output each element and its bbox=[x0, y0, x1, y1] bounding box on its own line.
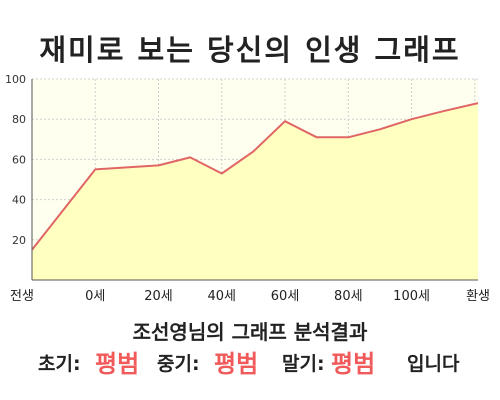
early-label: 초기: bbox=[38, 353, 81, 375]
y-tick-label: 100 bbox=[5, 73, 26, 86]
middle-value: 평범 bbox=[214, 350, 259, 378]
life-line bbox=[31, 102, 479, 251]
early-value: 평범 bbox=[95, 350, 140, 378]
life-area-fill bbox=[32, 103, 478, 280]
late-label: 말기: bbox=[282, 353, 325, 375]
x-tick-label: 0세 bbox=[85, 289, 105, 304]
x-tick-label: 환생 bbox=[466, 289, 490, 304]
x-tick-label: 100세 bbox=[393, 289, 430, 304]
y-tick-label: 40 bbox=[12, 194, 26, 207]
x-tick-label: 40세 bbox=[208, 289, 237, 304]
page-title: 재미로 보는 당신의 인생 그래프 bbox=[39, 33, 461, 67]
y-tick-label: 20 bbox=[12, 234, 26, 247]
x-tick-label: 20세 bbox=[144, 289, 173, 304]
x-tick-label: 80세 bbox=[334, 289, 363, 304]
x-tick-label: 60세 bbox=[271, 289, 300, 304]
y-tick-label: 60 bbox=[12, 153, 26, 166]
analysis-heading: 조선영님의 그래프 분석결과 bbox=[132, 320, 368, 344]
middle-label: 중기: bbox=[157, 353, 200, 375]
x-tick-label: 전생 bbox=[10, 289, 34, 304]
late-value: 평범 bbox=[331, 350, 376, 378]
analysis-summary: 초기: 평범 중기: 평범 말기: 평범 입니다 bbox=[0, 346, 500, 382]
result-suffix: 입니다 bbox=[407, 353, 460, 375]
y-tick-label: 80 bbox=[12, 113, 26, 126]
